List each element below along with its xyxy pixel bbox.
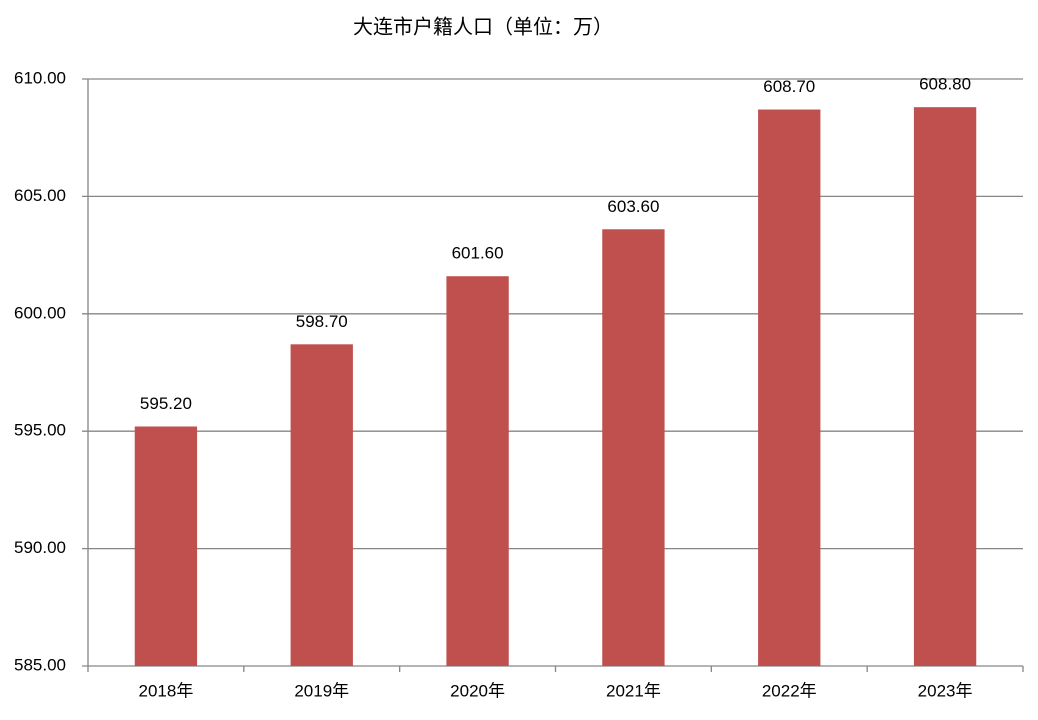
y-tick-label: 585.00 bbox=[14, 655, 66, 674]
bar bbox=[913, 107, 977, 666]
x-tick-label: 2022年 bbox=[762, 681, 817, 700]
x-tick-label: 2021年 bbox=[606, 681, 661, 700]
bar bbox=[758, 109, 821, 667]
x-tick-label: 2020年 bbox=[450, 681, 505, 700]
y-tick-label: 595.00 bbox=[14, 421, 66, 440]
x-tick-label: 2018年 bbox=[139, 681, 194, 700]
bar bbox=[446, 276, 509, 666]
value-label: 598.70 bbox=[296, 312, 348, 331]
value-label: 595.20 bbox=[140, 394, 192, 413]
y-tick-label: 590.00 bbox=[14, 538, 66, 557]
bar bbox=[602, 229, 665, 666]
y-tick-label: 600.00 bbox=[14, 303, 66, 322]
value-label: 608.80 bbox=[919, 75, 971, 94]
y-tick-label: 610.00 bbox=[14, 68, 66, 87]
x-tick-label: 2023年 bbox=[918, 681, 973, 700]
bar bbox=[290, 344, 353, 666]
chart-title: 大连市户籍人口（单位：万） bbox=[353, 15, 613, 39]
value-label: 601.60 bbox=[452, 244, 504, 263]
x-tick-label: 2019年 bbox=[294, 681, 349, 700]
value-label: 603.60 bbox=[607, 197, 659, 216]
value-label: 608.70 bbox=[763, 77, 815, 96]
bar bbox=[134, 426, 198, 666]
y-tick-label: 605.00 bbox=[14, 186, 66, 205]
